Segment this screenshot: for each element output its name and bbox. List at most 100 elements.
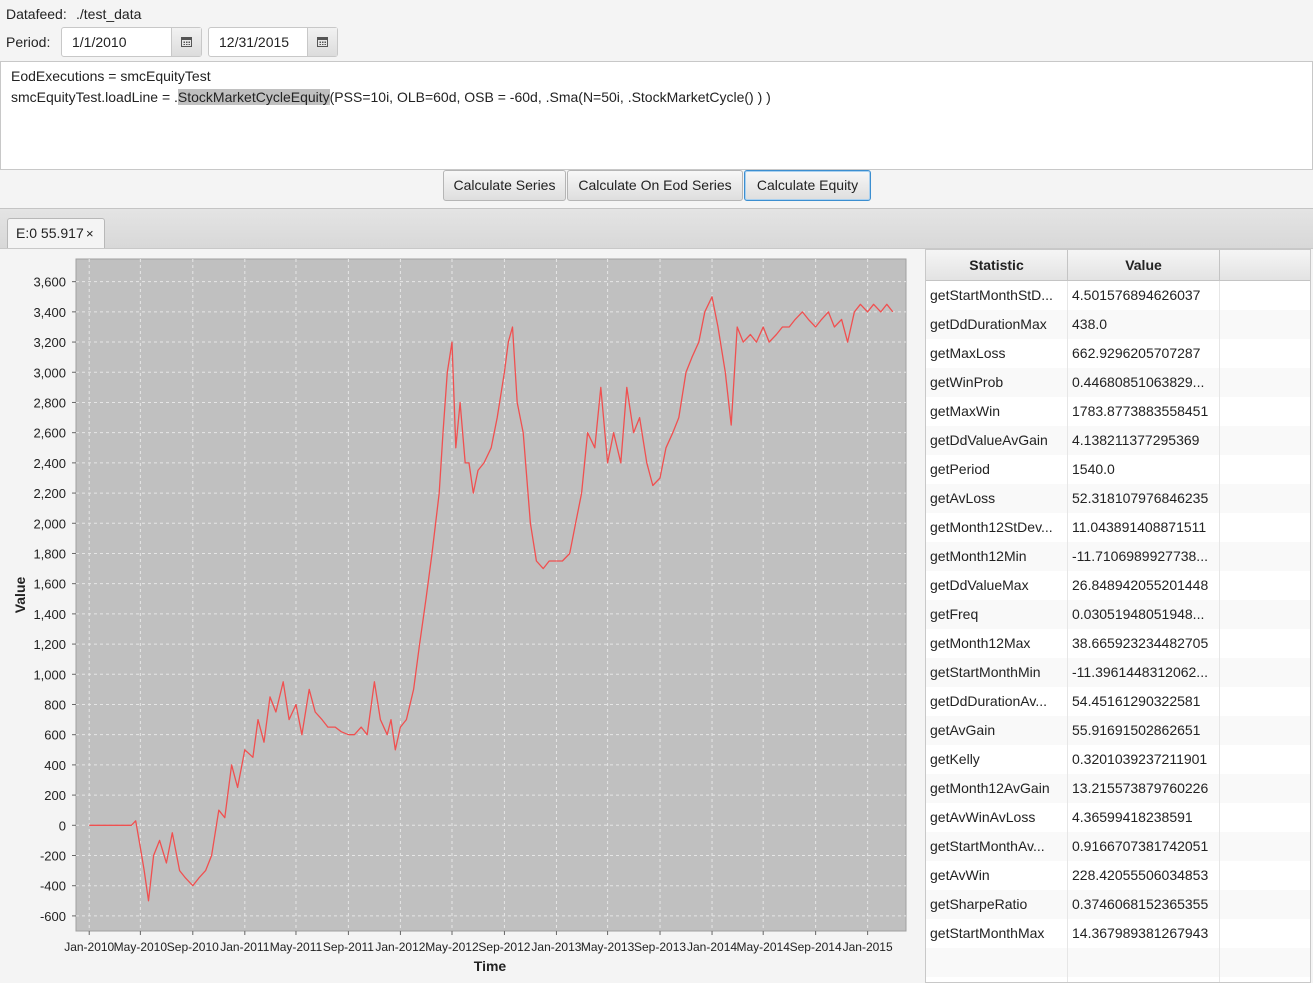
filler-cell <box>1220 339 1310 368</box>
table-row[interactable]: getMaxWin 1783.8773883558451 <box>926 397 1310 426</box>
series-layer <box>89 296 894 902</box>
filler-cell <box>1220 716 1310 745</box>
start-date-input[interactable]: 1/1/2010 <box>72 34 127 50</box>
table-row[interactable]: getSharpeRatio 0.3746068152365355 <box>926 890 1310 919</box>
table-body: getStartMonthStD... 4.501576894626037 getD… <box>926 281 1310 982</box>
value-cell: 52.318107976846235 <box>1068 484 1220 513</box>
y-tick-label: 2,800 <box>33 395 66 410</box>
y-tick-label: 1,800 <box>33 546 66 561</box>
statistic-cell: getStartMonthStD... <box>926 281 1068 310</box>
tab-bar: E:0 55.917 × <box>0 208 1313 249</box>
table-row[interactable]: getKelly 0.3201039237211901 <box>926 745 1310 774</box>
x-tick-label: May-2012 <box>425 940 479 954</box>
empty-cell <box>1220 977 1310 982</box>
table-row[interactable]: getMonth12StDev... 11.043891408871511 <box>926 513 1310 542</box>
x-tick-label: Sep-2014 <box>790 940 842 954</box>
datafeed-value: ./test_data <box>76 6 142 22</box>
filler-cell <box>1220 832 1310 861</box>
filler-cell <box>1220 397 1310 426</box>
filler-cell <box>1220 281 1310 310</box>
filler-cell <box>1220 919 1310 948</box>
tab-equity-result[interactable]: E:0 55.917 × <box>7 218 105 249</box>
y-tick-label: 400 <box>44 758 66 773</box>
table-row[interactable]: getPeriod 1540.0 <box>926 455 1310 484</box>
table-row[interactable]: getAvWinAvLoss 4.36599418238591 <box>926 803 1310 832</box>
value-cell: 4.501576894626037 <box>1068 281 1220 310</box>
y-tick-label: 1,600 <box>33 577 66 592</box>
statistic-cell: getMaxLoss <box>926 339 1068 368</box>
equity-series-line <box>89 296 894 902</box>
empty-cell <box>926 948 1068 977</box>
filler-cell <box>1220 803 1310 832</box>
empty-row <box>926 977 1310 982</box>
table-header: Statistic Value <box>926 250 1310 281</box>
value-cell: 4.36599418238591 <box>1068 803 1220 832</box>
column-header-value[interactable]: Value <box>1068 250 1220 280</box>
table-row[interactable]: getFreq 0.03051948051948... <box>926 600 1310 629</box>
x-tick-label: Sep-2010 <box>167 940 219 954</box>
y-tick-label: 800 <box>44 697 66 712</box>
calculate-series-button[interactable]: Calculate Series <box>443 170 566 201</box>
filler-cell <box>1220 745 1310 774</box>
value-cell: -11.3961448312062... <box>1068 658 1220 687</box>
table-row[interactable]: getDdDurationAv... 54.45161290322581 <box>926 687 1310 716</box>
table-row[interactable]: getStartMonthMax 14.367989381267943 <box>926 919 1310 948</box>
script-editor[interactable]: EodExecutions = smcEquityTest smcEquityT… <box>0 61 1313 170</box>
filler-cell <box>1220 426 1310 455</box>
table-row[interactable]: getMonth12AvGain 13.215573879760226 <box>926 774 1310 803</box>
table-row[interactable]: getMonth12Max 38.665923234482705 <box>926 629 1310 658</box>
table-row[interactable]: getMonth12Min -11.7106989927738... <box>926 542 1310 571</box>
filler-cell <box>1220 542 1310 571</box>
statistic-cell: getStartMonthAv... <box>926 832 1068 861</box>
calculate-on-eod-series-button[interactable]: Calculate On Eod Series <box>567 170 743 201</box>
value-cell: 26.848942055201448 <box>1068 571 1220 600</box>
end-date-picker[interactable]: 12/31/2015 <box>208 27 338 57</box>
y-tick-label: 200 <box>44 788 66 803</box>
y-axis-ticks: -600 -400 -200 0 200 400 600 800 1,000 1,200 1,400… <box>33 275 76 924</box>
calendar-icon[interactable] <box>307 28 337 56</box>
value-cell: 438.0 <box>1068 310 1220 339</box>
value-cell: 0.44680851063829... <box>1068 368 1220 397</box>
table-row[interactable]: getStartMonthMin -11.3961448312062... <box>926 658 1310 687</box>
table-row[interactable]: getStartMonthStD... 4.501576894626037 <box>926 281 1310 310</box>
y-tick-label: -600 <box>40 909 66 924</box>
value-cell: -11.7106989927738... <box>1068 542 1220 571</box>
datafeed-label: Datafeed: <box>6 6 67 22</box>
value-cell: 54.45161290322581 <box>1068 687 1220 716</box>
x-tick-label: Jan-2010 <box>64 940 114 954</box>
y-tick-label: 2,400 <box>33 456 66 471</box>
statistic-cell: getPeriod <box>926 455 1068 484</box>
filler-cell <box>1220 658 1310 687</box>
table-row[interactable]: getDdValueAvGain 4.138211377295369 <box>926 426 1310 455</box>
statistic-cell: getStartMonthMax <box>926 919 1068 948</box>
filler-cell <box>1220 484 1310 513</box>
y-tick-label: 1,400 <box>33 607 66 622</box>
table-row[interactable]: getDdDurationMax 438.0 <box>926 310 1310 339</box>
table-row[interactable]: getMaxLoss 662.9296205707287 <box>926 339 1310 368</box>
column-header-statistic[interactable]: Statistic <box>926 250 1068 280</box>
table-row[interactable]: getAvLoss 52.318107976846235 <box>926 484 1310 513</box>
table-row[interactable]: getDdValueMax 26.848942055201448 <box>926 571 1310 600</box>
x-axis-ticks: Jan-2010 May-2010 Sep-2010 Jan-2011 May-2011… <box>64 931 893 954</box>
table-row[interactable]: getStartMonthAv... 0.9166707381742051 <box>926 832 1310 861</box>
calculate-equity-button[interactable]: Calculate Equity <box>744 170 871 201</box>
statistic-cell: getAvGain <box>926 716 1068 745</box>
value-cell: 38.665923234482705 <box>1068 629 1220 658</box>
filler-cell <box>1220 600 1310 629</box>
editor-highlight: StockMarketCycleEquity <box>177 89 330 105</box>
y-tick-label: 600 <box>44 728 66 743</box>
close-icon[interactable]: × <box>86 226 94 241</box>
value-cell: 4.138211377295369 <box>1068 426 1220 455</box>
table-row[interactable]: getAvGain 55.91691502862651 <box>926 716 1310 745</box>
table-row[interactable]: getAvWin 228.42055506034853 <box>926 861 1310 890</box>
start-date-picker[interactable]: 1/1/2010 <box>61 27 202 57</box>
y-tick-label: 2,200 <box>33 486 66 501</box>
table-row[interactable]: getWinProb 0.44680851063829... <box>926 368 1310 397</box>
calendar-icon[interactable] <box>171 28 201 56</box>
end-date-input[interactable]: 12/31/2015 <box>219 34 290 50</box>
y-tick-label: 1,000 <box>33 667 66 682</box>
value-cell: 1783.8773883558451 <box>1068 397 1220 426</box>
statistics-table[interactable]: Statistic Value getStartMonthStD... 4.501… <box>925 249 1311 983</box>
statistic-cell: getDdDurationAv... <box>926 687 1068 716</box>
x-tick-label: Sep-2011 <box>323 940 374 954</box>
